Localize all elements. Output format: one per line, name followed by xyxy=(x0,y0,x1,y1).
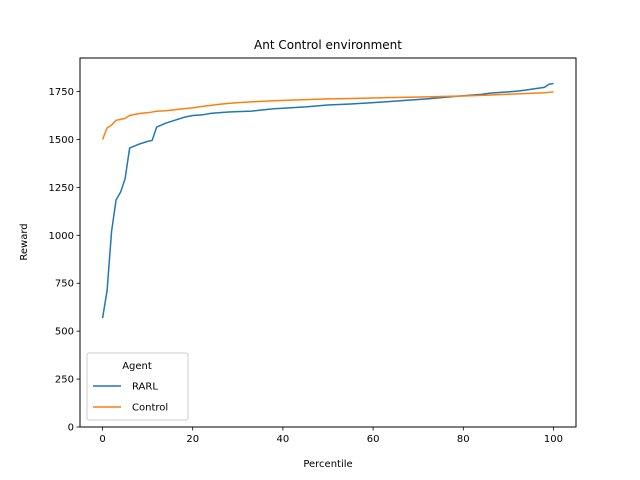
x-tick-label: 40 xyxy=(277,434,290,445)
y-tick-label: 1750 xyxy=(49,87,74,98)
plot-frame xyxy=(79,57,577,428)
x-tick-label: 100 xyxy=(544,434,563,445)
y-tick-label: 1000 xyxy=(49,231,74,242)
y-tick-label: 250 xyxy=(55,375,74,386)
series-line-control xyxy=(101,91,554,140)
y-tick-label: 750 xyxy=(55,279,74,290)
series-lines xyxy=(101,82,554,319)
legend-title: Agent xyxy=(122,361,152,372)
series-line-rarl xyxy=(101,82,554,319)
legend-box xyxy=(86,352,189,421)
x-tick-label: 60 xyxy=(367,434,380,445)
legend: Agent RARL Control xyxy=(86,352,189,421)
y-tick-label: 1250 xyxy=(49,183,74,194)
legend-label-control: Control xyxy=(132,403,168,414)
x-axis: 0 20 40 60 80 100 xyxy=(99,427,563,445)
y-tick-label: 1500 xyxy=(49,135,74,146)
x-tick-label: 0 xyxy=(99,434,105,445)
y-tick-label: 0 xyxy=(68,423,74,434)
x-axis-label: Percentile xyxy=(303,459,352,470)
legend-label-rarl: RARL xyxy=(132,382,158,393)
x-tick-label: 80 xyxy=(457,434,470,445)
y-tick-label: 500 xyxy=(55,327,74,338)
y-axis: 0 250 500 750 1000 1250 1500 1750 xyxy=(49,87,80,434)
y-axis-label: Reward xyxy=(19,223,30,260)
x-tick-label: 20 xyxy=(186,434,199,445)
chart-title: Ant Control environment xyxy=(254,38,402,52)
